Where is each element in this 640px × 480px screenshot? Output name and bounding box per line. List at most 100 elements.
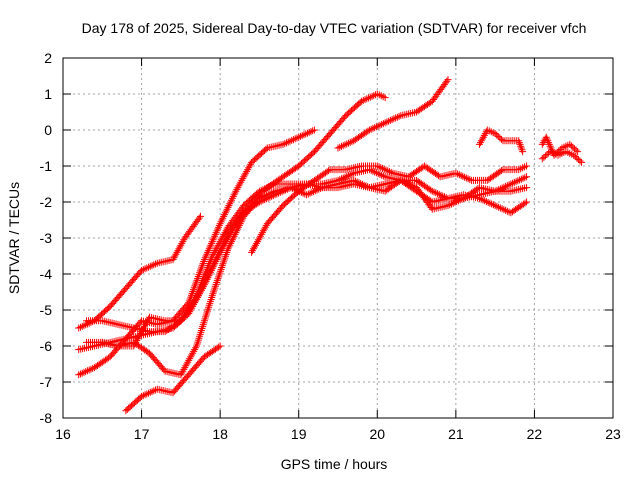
data-point xyxy=(571,145,578,153)
data-point xyxy=(339,174,347,182)
data-point xyxy=(205,301,213,309)
data-point xyxy=(395,177,403,185)
data-point xyxy=(374,170,382,178)
data-point xyxy=(222,234,230,242)
data-point xyxy=(139,392,147,400)
data-point xyxy=(215,248,223,256)
data-point xyxy=(238,216,246,224)
data-point xyxy=(208,238,216,246)
data-point xyxy=(219,241,227,249)
data-point xyxy=(379,164,387,172)
data-point xyxy=(141,265,149,273)
data-point xyxy=(382,166,390,174)
data-point xyxy=(381,119,389,127)
data-point xyxy=(282,139,290,147)
data-point xyxy=(497,135,505,143)
data-point xyxy=(334,176,342,184)
data-point xyxy=(170,254,178,262)
y-tick-labels: -8 -7 -6 -5 -4 -3 -2 -1 0 1 2 xyxy=(40,50,53,426)
data-point xyxy=(385,117,393,125)
data-point xyxy=(379,120,387,128)
x-tick-label: 16 xyxy=(55,426,71,442)
data-point xyxy=(377,164,385,172)
data-point xyxy=(221,209,229,217)
x-tick-label: 23 xyxy=(605,426,621,442)
data-point xyxy=(172,250,180,258)
data-point xyxy=(201,254,209,262)
data-point xyxy=(366,93,374,101)
data-point xyxy=(224,203,232,211)
data-point xyxy=(521,199,529,207)
data-point xyxy=(576,157,584,165)
data-point xyxy=(574,156,582,164)
data-point xyxy=(502,206,510,214)
data-point xyxy=(190,347,198,355)
data-point xyxy=(381,94,389,102)
data-point xyxy=(498,205,506,213)
data-point xyxy=(233,227,241,235)
x-tick-label: 21 xyxy=(448,426,464,442)
data-point xyxy=(443,77,451,85)
data-point xyxy=(197,326,205,334)
data-point xyxy=(303,191,311,199)
data-point xyxy=(302,130,310,138)
data-point xyxy=(82,368,90,376)
data-point xyxy=(264,190,272,198)
data-point xyxy=(475,140,483,148)
data-point xyxy=(500,206,508,214)
data-point xyxy=(334,144,342,152)
series-track-8 xyxy=(248,162,531,256)
data-point xyxy=(459,172,467,180)
data-point xyxy=(578,158,586,166)
data-point xyxy=(234,225,242,233)
data-point xyxy=(231,189,239,197)
data-point xyxy=(515,137,523,145)
data-point xyxy=(262,145,270,153)
data-point xyxy=(493,131,501,139)
data-point xyxy=(477,137,485,145)
axis-ticks xyxy=(62,57,614,419)
data-point xyxy=(383,118,391,126)
data-point xyxy=(223,205,231,213)
data-point xyxy=(427,204,435,212)
data-point xyxy=(213,227,221,235)
data-point xyxy=(245,164,253,172)
data-point xyxy=(547,144,555,152)
data-point xyxy=(552,150,560,158)
y-tick-label: 2 xyxy=(44,50,52,66)
data-point xyxy=(205,270,213,278)
data-point xyxy=(491,202,499,210)
data-point xyxy=(336,143,344,151)
data-point xyxy=(195,290,203,298)
data-point xyxy=(451,198,459,206)
data-point xyxy=(428,187,436,195)
data-point xyxy=(150,387,158,395)
data-point xyxy=(179,367,187,375)
data-point xyxy=(521,174,529,182)
data-point xyxy=(553,148,561,156)
data-point xyxy=(220,258,228,266)
data-point xyxy=(228,194,236,202)
data-point xyxy=(194,336,202,344)
data-point xyxy=(546,142,554,150)
y-tick-label: -5 xyxy=(40,302,53,318)
y-tick-label: 0 xyxy=(44,122,52,138)
data-point xyxy=(187,353,195,361)
data-point xyxy=(209,236,217,244)
data-point xyxy=(475,194,483,202)
data-point xyxy=(569,143,577,151)
data-point xyxy=(232,187,240,195)
data-point xyxy=(572,146,580,154)
data-point xyxy=(221,254,229,262)
data-point xyxy=(197,212,204,220)
data-point xyxy=(291,135,299,143)
y-tick-label: -4 xyxy=(40,266,53,282)
data-point xyxy=(388,116,396,124)
data-point xyxy=(200,279,208,287)
data-point xyxy=(488,200,496,208)
data-point xyxy=(199,283,207,291)
data-point xyxy=(556,145,564,153)
data-point xyxy=(435,190,443,198)
y-axis-label: SDTVAR / TECUs xyxy=(6,182,22,294)
data-point xyxy=(392,114,400,122)
